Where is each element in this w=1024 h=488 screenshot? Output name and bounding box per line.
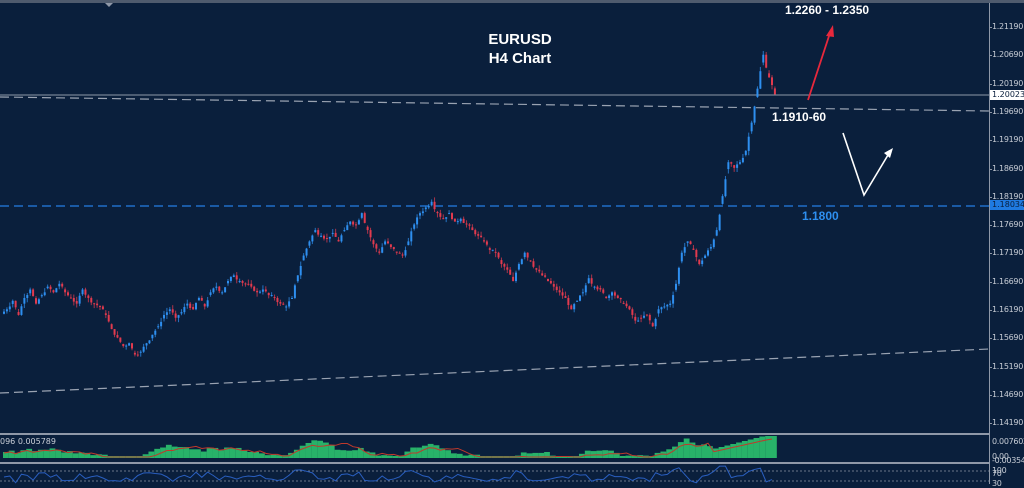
price-tick: 1.16690	[992, 276, 1023, 286]
macd-values: 096 0.005789	[0, 437, 56, 446]
price-tick: 1.19690	[992, 106, 1023, 116]
rsi-axis-100: 100	[992, 466, 1007, 475]
rsi-axis-70: 70	[992, 469, 1002, 478]
price-tick: 1.14690	[992, 389, 1023, 399]
chart-symbol: EURUSD	[488, 31, 552, 48]
chart-title: EURUSD H4 Chart	[470, 30, 570, 68]
chart-timeframe: H4 Chart	[488, 50, 552, 67]
price-tick: 1.20690	[992, 50, 1023, 60]
price-chart-area[interactable]	[0, 3, 989, 484]
rsi-panel-separator[interactable]	[0, 462, 989, 464]
candlestick-chart	[0, 3, 989, 484]
price-tick: 1.15690	[992, 333, 1023, 343]
support-level-label: 1.1800	[802, 209, 839, 223]
macd-axis-neg: -0.003542	[992, 456, 1024, 465]
price-tick: 1.18190	[992, 191, 1023, 201]
macd-axis-zero: 0.00	[992, 452, 1009, 461]
price-tick: 1.15190	[992, 361, 1023, 371]
price-tick: 1.19190	[992, 135, 1023, 145]
price-tick: 1.17690	[992, 220, 1023, 230]
price-axis[interactable]: 1.20023 1.18034 0.007602 0.00 -0.003542 …	[989, 3, 1024, 488]
price-tick: 1.16190	[992, 305, 1023, 314]
macd-panel-separator[interactable]	[0, 433, 989, 435]
macd-axis-top: 0.007602	[992, 437, 1024, 446]
price-tick: 1.14190	[992, 418, 1023, 428]
price-tick: 1.20190	[992, 78, 1023, 88]
price-tick: 1.17190	[992, 248, 1023, 258]
price-tick: 1.18690	[992, 163, 1023, 173]
level-price-box: 1.18034	[990, 200, 1024, 210]
current-price-box: 1.20023	[990, 90, 1024, 100]
price-tick: 1.21190	[992, 22, 1023, 31]
chart-top-border	[0, 0, 1024, 3]
support-zone-label: 1.1910-60	[772, 110, 827, 124]
target-range-label: 1.2260 - 1.2350	[785, 3, 870, 17]
